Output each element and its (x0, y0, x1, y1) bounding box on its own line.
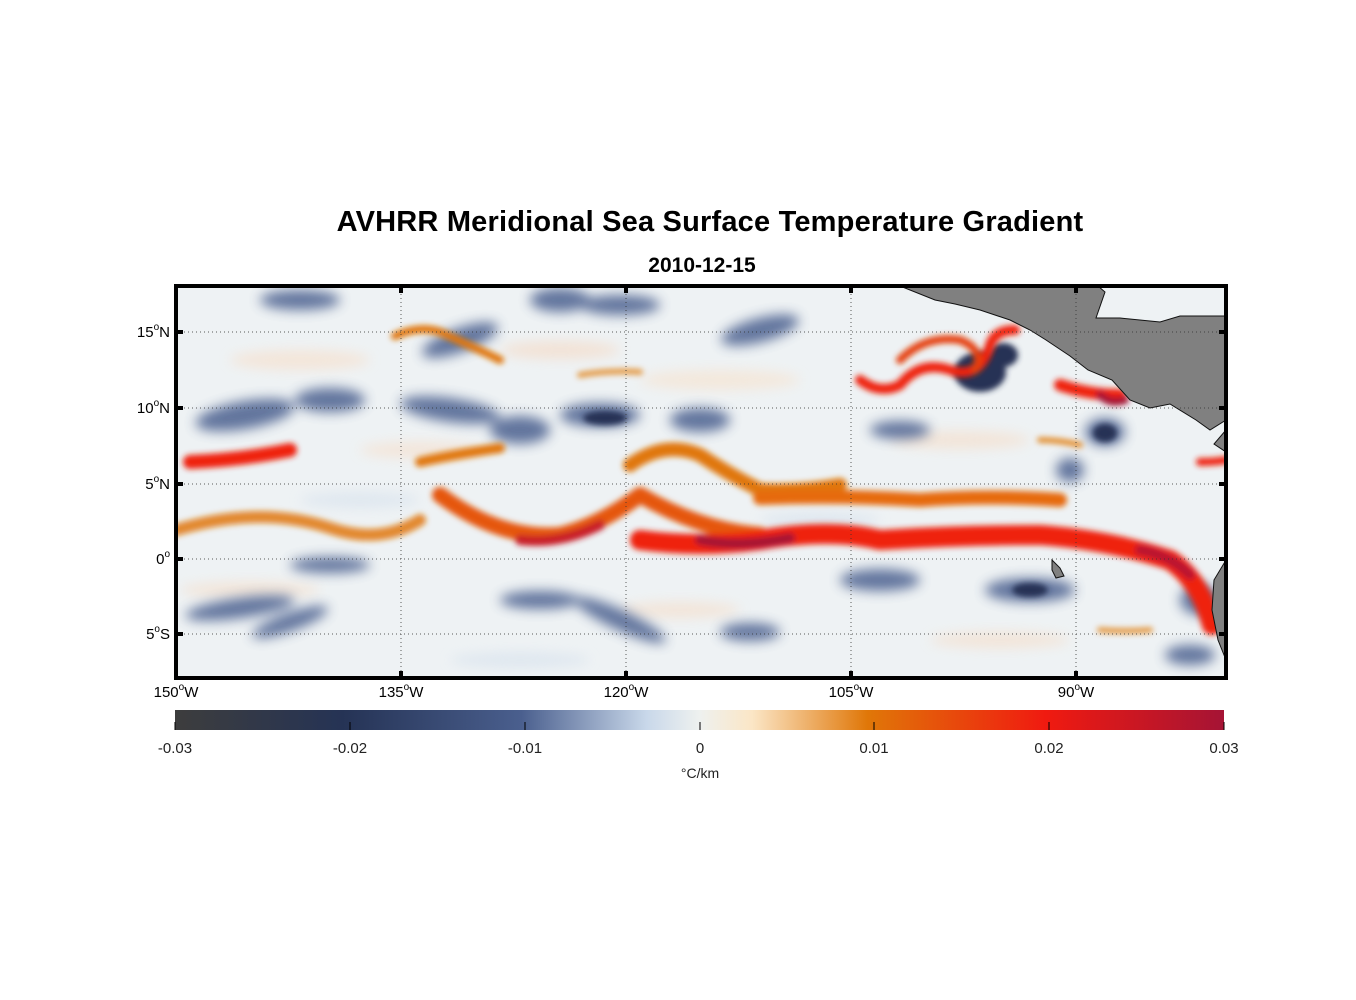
colorbar-tick-label: 0.03 (1209, 740, 1239, 757)
colorbar-units-label: °C/km (680, 765, 720, 781)
map-subtitle: 2010-12-15 (648, 254, 756, 277)
lat-label-5n: 5oN (145, 474, 170, 494)
colorbar (175, 710, 1224, 730)
lon-label-105w: 105oW (828, 682, 874, 702)
lon-label-120w: 120oW (603, 682, 649, 702)
lat-label-15n: 15oN (136, 322, 170, 342)
lat-label-0: 0o (156, 549, 170, 569)
lon-label-90w: 90oW (1057, 682, 1095, 702)
colorbar-tick-label: 0.01 (859, 740, 889, 757)
map-title: AVHRR Meridional Sea Surface Temperature… (336, 206, 1084, 238)
colorbar-tick-label: 0 (695, 740, 705, 757)
lon-label-135w: 135oW (378, 682, 424, 702)
gradient-field (176, 286, 1226, 678)
lat-label-10n: 10oN (136, 398, 170, 418)
lon-label-150w: 150oW (153, 682, 199, 702)
colorbar-tick-label: -0.02 (332, 740, 368, 757)
colorbar-tick-label: -0.01 (507, 740, 543, 757)
colorbar-tick-label: 0.02 (1034, 740, 1064, 757)
colorbar-tick-label: -0.03 (157, 740, 193, 757)
lat-label-5s: 5oS (146, 624, 170, 644)
